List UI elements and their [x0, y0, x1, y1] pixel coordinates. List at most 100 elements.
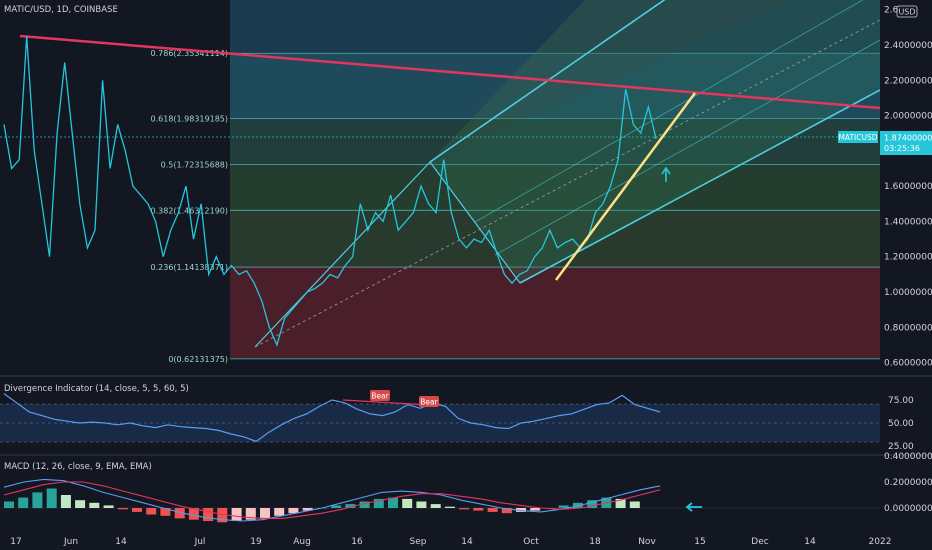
macd-indicator-title: MACD (12, 26, close, 9, EMA, EMA) [4, 462, 152, 472]
divergence-tick-label: 75.00 [888, 396, 914, 406]
channel-inner-line-1 [474, 0, 864, 223]
fib-zone-786 [230, 53, 880, 119]
fib-lines [230, 52, 880, 360]
bear-divergence-line [342, 399, 431, 406]
macd-histogram-bar [260, 508, 270, 519]
macd-histogram-bar [615, 498, 626, 508]
chart-title: MATIC/USD, 1D, COINBASE [4, 5, 118, 15]
price-tag-value: 1.87400000 [884, 134, 932, 143]
left-arrow-icon [685, 502, 702, 512]
time-tick-label: 17 [10, 537, 21, 547]
bear-marker[interactable]: Bear [370, 390, 390, 401]
time-tick-label: 14 [461, 537, 473, 547]
macd-histogram-bar [203, 508, 214, 521]
time-tick-label: Jul [194, 537, 206, 547]
macd-histogram-bar [516, 508, 526, 512]
price-line [3, 36, 657, 347]
price-tick-label: 1.60000000 [884, 182, 932, 192]
time-axis[interactable] [0, 530, 932, 550]
fib-level-label: 0.786(2.35341114) [151, 49, 229, 58]
macd-histogram-bar [501, 508, 512, 514]
macd-lines[interactable] [3, 478, 661, 522]
macd-histogram-bar [331, 505, 342, 508]
macd-histogram-bar [388, 497, 398, 508]
time-tick-label: 14 [804, 537, 816, 547]
macd-histogram-bar [75, 500, 86, 508]
channel-upper-line[interactable] [429, 0, 722, 163]
price-series[interactable] [3, 36, 657, 347]
macd-histogram-bar [345, 504, 356, 508]
macd-histogram-bar [174, 508, 185, 519]
channel-handle-line[interactable] [429, 161, 521, 284]
symbol-tag [838, 131, 878, 143]
time-tick-label: Jun [63, 537, 78, 547]
macd-histogram-bar [117, 508, 128, 510]
macd-histogram-bar [629, 501, 640, 508]
divergence-tick-label: 50.00 [888, 419, 914, 429]
fib-zone-top [230, 0, 880, 53]
currency-badge[interactable] [896, 5, 918, 18]
macd-histogram-bar [430, 504, 441, 508]
fib-level-label: 0(0.62131375) [168, 355, 228, 364]
fib-level-label: 0.618(1.98319185) [151, 115, 229, 124]
macd-histogram-bar [302, 508, 313, 511]
time-tick-label: 18 [589, 537, 601, 547]
time-tick-label: Dec [751, 537, 768, 547]
macd-histogram-bar [274, 508, 285, 516]
macd-histogram-bar [46, 488, 57, 508]
fib-zone-5 [230, 165, 880, 211]
fib-level-label: 0.236(1.14138371) [151, 263, 229, 272]
pitchfork-left-tine[interactable] [254, 161, 431, 348]
macd-histogram-bar [402, 498, 413, 508]
time-tick-label: Sep [410, 537, 427, 547]
symbol-tag-label: MATICUSD [838, 133, 877, 142]
macd-line [3, 478, 661, 522]
macd-histogram-bar [18, 497, 29, 508]
time-tick-label: Aug [293, 537, 311, 547]
macd-histogram-bar [459, 508, 470, 510]
price-axis[interactable] [880, 0, 932, 550]
currency-badge-label: USD [898, 8, 915, 17]
price-axis-ticks: 2.62.400000002.200000002.000000001.80000… [884, 6, 932, 369]
macd-histogram-bar [245, 508, 256, 520]
fib-zone-618 [230, 119, 880, 165]
pitchfork-channel[interactable] [254, 0, 880, 348]
time-tick-label: 2022 [869, 537, 892, 547]
macd-histogram-bar [188, 508, 199, 520]
macd-histogram-bar [444, 506, 455, 508]
fib-level-label: 0.5(1.72315688) [161, 160, 228, 169]
time-tick-label: Oct [523, 537, 539, 547]
up-arrow-icon [661, 166, 671, 182]
time-axis-ticks: 17 Jun 14 Jul 19 Aug 16 Sep 14 Oct 18 Nov 15 Dec 14 202… [10, 537, 891, 547]
divergence-indicator-title: Divergence Indicator (14, close, 5, 5, 6… [4, 384, 189, 394]
time-tick-label: 19 [250, 537, 262, 547]
price-tag [880, 131, 932, 155]
divergence-axis-ticks: 75.00 50.00 25.00 [888, 396, 914, 452]
downtrend-line[interactable] [19, 34, 881, 110]
signal-line [3, 481, 661, 519]
macd-histogram-bar [587, 500, 598, 508]
macd-histogram-bar [558, 505, 569, 508]
macd-histogram-bar [4, 501, 14, 508]
macd-histogram-bar [217, 508, 228, 523]
time-tick-label: 16 [351, 537, 363, 547]
macd-histogram-bar [32, 492, 43, 508]
channel-upper-fill [430, 0, 791, 162]
support-trend-line[interactable] [554, 92, 697, 281]
bear-marker-label: Bear [371, 392, 389, 401]
channel-lower-line[interactable] [519, 89, 880, 284]
macd-histogram-bar [359, 501, 370, 508]
bear-marker[interactable]: Bear [419, 396, 439, 407]
divergence-series[interactable] [3, 393, 661, 443]
macd-histogram-bar [160, 508, 171, 516]
fib-retracement[interactable] [230, 0, 880, 358]
fib-zone-236 [230, 266, 880, 358]
